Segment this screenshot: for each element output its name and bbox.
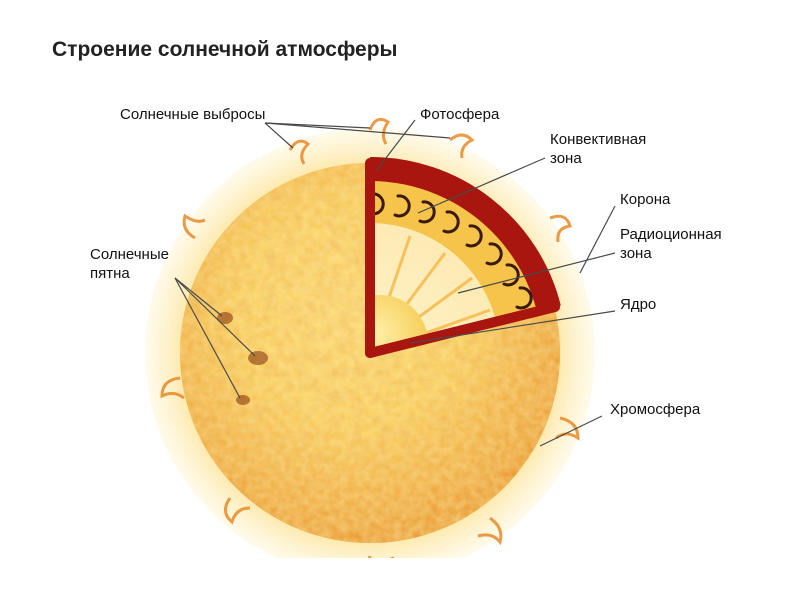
label-chromo: Хромосфера [610,401,700,420]
sun-svg [40,78,760,558]
page-title: Строение солнечной атмосферы [52,38,398,62]
label-core: Ядро [620,296,656,315]
label-convective: Конвективнаязона [550,131,646,169]
label-photosphere: Фотосфера [420,106,499,125]
label-eruptions: Солнечные выбросы [120,106,265,125]
label-radiative: Радиоционнаязона [620,226,722,264]
label-sunspots: Солнечныепятна [90,246,169,284]
sun-diagram: Солнечные выбросы Фотосфера Конвективная… [40,78,760,558]
label-corona: Корона [620,191,670,210]
